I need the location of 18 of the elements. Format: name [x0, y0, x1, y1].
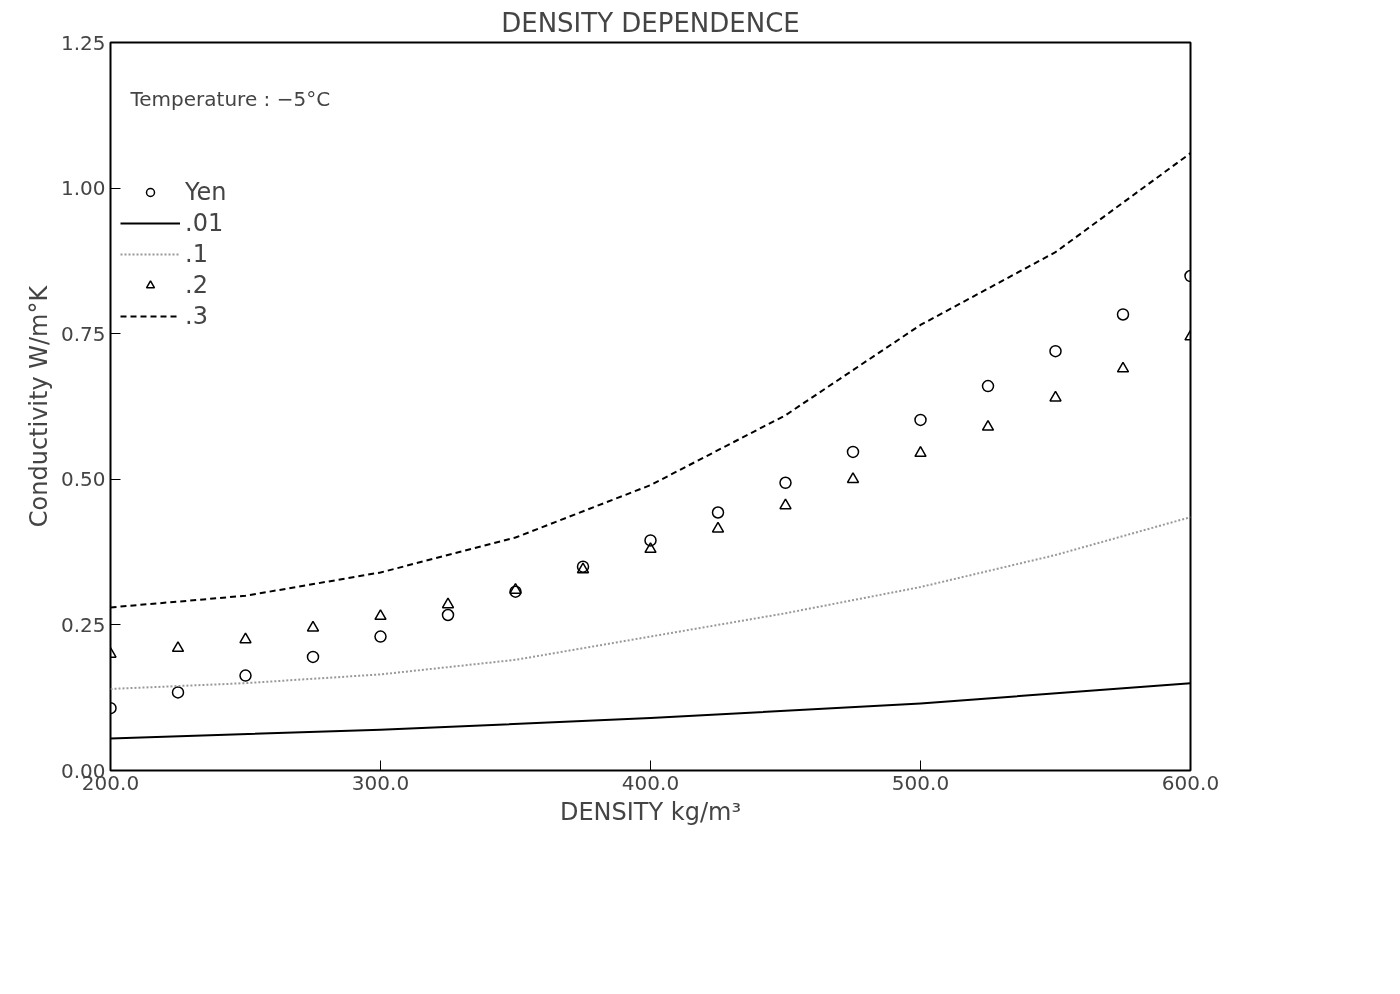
y-tick-label: 0.75 — [60, 321, 106, 346]
legend-label: .3 — [185, 302, 208, 330]
x-tick-label: 600.0 — [1161, 770, 1220, 795]
chart-title: DENSITY DEPENDENCE — [501, 7, 800, 38]
legend-label: .01 — [185, 209, 224, 237]
y-tick-label: 1.25 — [60, 30, 106, 55]
x-tick-label: 400.0 — [621, 770, 680, 795]
y-tick-label: 0.25 — [60, 612, 106, 637]
legend-label: .1 — [185, 240, 208, 268]
x-tick-label: 500.0 — [891, 770, 950, 795]
annotation: Temperature : −5°C — [129, 86, 331, 111]
y-axis-title: Conductivity W/m°K — [24, 284, 53, 528]
y-tick-label: 0.50 — [60, 467, 106, 492]
legend-label: Yen — [185, 178, 227, 206]
y-tick-label: 1.00 — [60, 176, 106, 201]
x-tick-label: 300.0 — [351, 770, 410, 795]
legend-label: .2 — [185, 271, 208, 299]
x-axis-title: DENSITY kg/m³ — [559, 797, 742, 826]
